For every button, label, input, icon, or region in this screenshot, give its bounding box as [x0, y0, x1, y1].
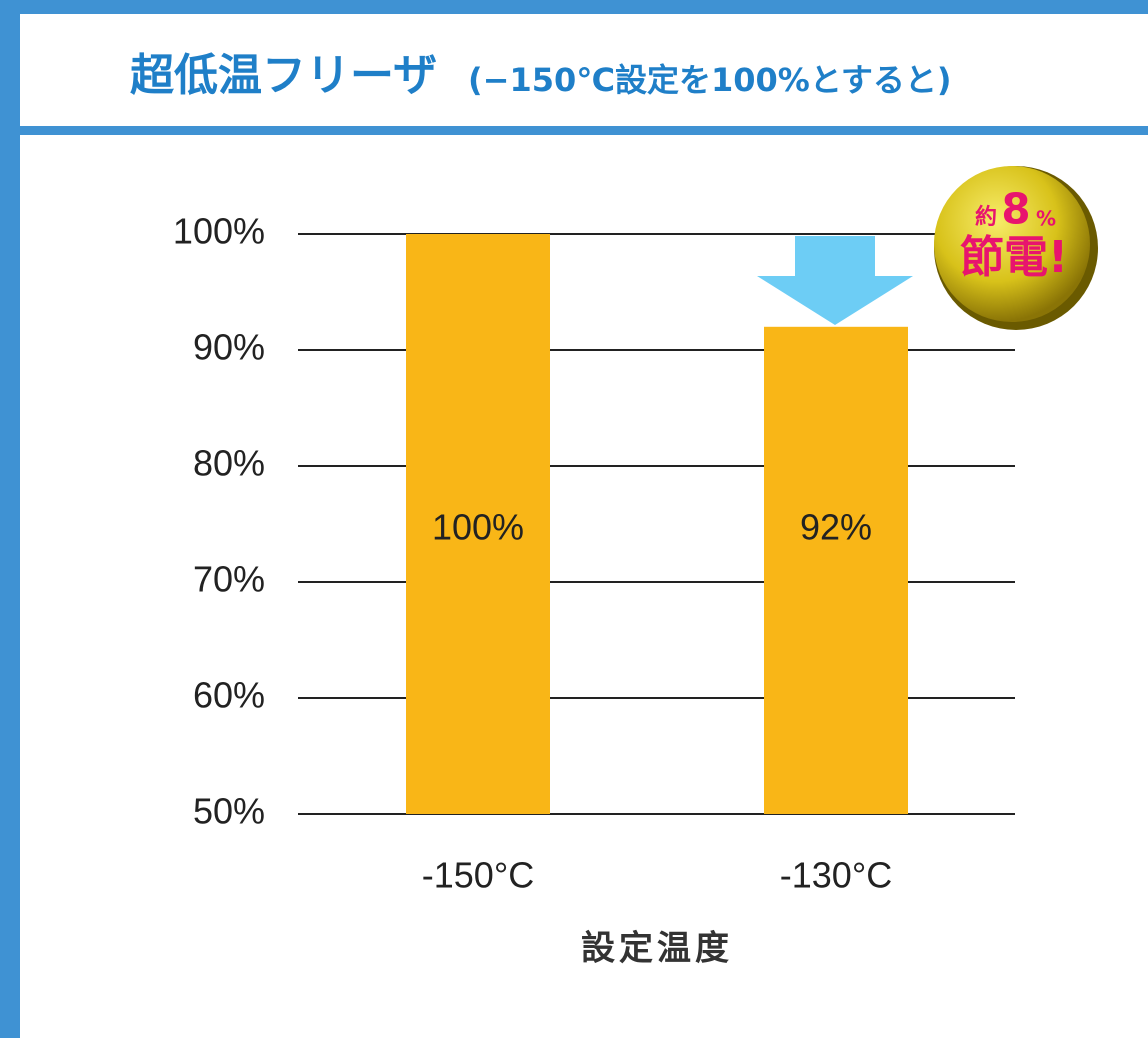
- x-tick-label: -130°C: [780, 855, 892, 896]
- chart-title: 超低温フリーザ: [130, 50, 437, 101]
- y-tick-label: 90%: [193, 327, 265, 368]
- bar: [406, 234, 550, 814]
- chart-subtitle: (−150℃設定を100%とすると): [468, 61, 952, 99]
- badge: 約 8 % 節電!: [934, 166, 1098, 330]
- y-tick-label: 100%: [173, 211, 265, 252]
- value-label: 100%: [432, 507, 524, 548]
- frame-left: [0, 0, 20, 1038]
- x-tick-label: -150°C: [422, 855, 534, 896]
- badge-disc: [934, 166, 1090, 322]
- y-tick-label: 70%: [193, 559, 265, 600]
- badge-unit: %: [1036, 207, 1056, 231]
- x-axis-label: 設定温度: [581, 929, 733, 969]
- title-divider: [20, 126, 1148, 135]
- badge-about: 約: [975, 204, 997, 230]
- decrease-arrow: [757, 236, 913, 325]
- frame-top: [0, 0, 1148, 14]
- value-label: 92%: [800, 507, 872, 548]
- badge-label: 節電!: [960, 232, 1068, 283]
- y-tick-label: 80%: [193, 443, 265, 484]
- y-tick-label: 50%: [193, 791, 265, 832]
- badge-amount: 8: [1001, 185, 1030, 234]
- bar: [764, 326, 908, 814]
- y-tick-label: 60%: [193, 675, 265, 716]
